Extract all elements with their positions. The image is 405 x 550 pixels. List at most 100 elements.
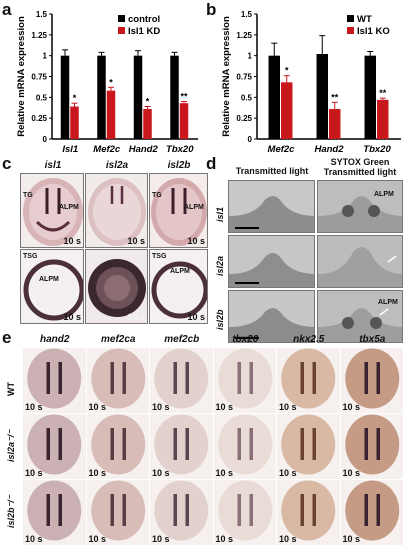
panel-e-col-tbx20: tbx20 xyxy=(232,334,259,345)
y-tick-label: 1.25 xyxy=(236,31,252,40)
embryo-image-mef2ca-row1: 10 s xyxy=(86,348,149,413)
stage-label: 10 s xyxy=(127,236,145,246)
panel-e-row-label: isl2b⁻/⁻ xyxy=(6,495,16,528)
embryo-image-tbx5a-row3: 10 s xyxy=(340,480,403,545)
panel-e-row-label: isl2a⁻/⁻ xyxy=(6,429,16,462)
legend-swatch xyxy=(347,27,354,34)
y-tick-label: 1 xyxy=(248,52,253,61)
label-alpm: ALPM xyxy=(170,268,190,275)
embryo-image-mef2cb-row3: 10 s xyxy=(150,480,213,545)
legend-swatch xyxy=(118,15,125,22)
y-tick-label: 1.25 xyxy=(31,31,47,40)
category-label: Mef2c xyxy=(93,144,121,155)
embryo-image-tbx20-row1: 10 s xyxy=(213,348,276,413)
stage-label: 10 s xyxy=(152,468,170,478)
significance-mark: ** xyxy=(379,88,387,98)
label-alpm: ALPM xyxy=(378,299,398,306)
stage-label: 10 s xyxy=(342,468,361,478)
micrograph-isl2b-sytox: ALPM xyxy=(317,290,403,343)
stage-label: 10 s xyxy=(63,236,81,246)
legend-label: Isl1 KD xyxy=(128,26,160,37)
significance-mark: ** xyxy=(180,92,188,102)
panel-e-col-nkx25: nkx2.5 xyxy=(293,334,325,345)
embryo-image-mef2ca-row2: 10 s xyxy=(86,414,149,479)
micrograph-isl2a-sytox xyxy=(317,235,403,288)
stage-label: 10 s xyxy=(187,236,205,246)
y-tick-label: 1 xyxy=(43,52,48,61)
stage-label: 10 s xyxy=(88,534,107,544)
panel-c-col-isl1: isl1 xyxy=(44,160,62,171)
stage-label: 10 s xyxy=(187,312,205,322)
stage-label: 10 s xyxy=(25,402,43,412)
embryo-image-nkx25-row2: 10 s xyxy=(277,414,340,479)
stage-label: 10 s xyxy=(25,534,43,544)
bar-chart-a: 0 0.25 0.5 0.75 1 1.25 1.5 Relative mRNA expres… xyxy=(16,10,198,155)
y-tick-label: 0.75 xyxy=(236,73,252,82)
stage-label: 10 s xyxy=(152,402,170,412)
category-label: Hand2 xyxy=(129,144,159,155)
embryo-image-mef2ca-row3: 10 s xyxy=(86,480,149,545)
embryo-image-isl1-lateral: TSG ALPM 10 s xyxy=(20,249,84,324)
category-label: Mef2c xyxy=(268,144,296,155)
bar-isl1-kd xyxy=(179,103,189,139)
embryo-image-tbx20-row3: 10 s xyxy=(213,480,276,545)
category-label: Isl1 xyxy=(62,144,78,155)
category-label: Tbx20 xyxy=(166,144,194,155)
legend-label: control xyxy=(128,14,160,25)
stage-label: 10 s xyxy=(63,312,81,322)
label-tsg: TSG xyxy=(152,253,167,260)
stage-label: 10 s xyxy=(152,534,170,544)
micrograph-isl2a-transmitted xyxy=(228,235,315,288)
embryo-image-tbx20-row2: 10 s xyxy=(213,414,276,479)
significance-mark: * xyxy=(73,93,77,103)
legend-swatch xyxy=(118,27,125,34)
embryo-image-hand2-row1: 10 s xyxy=(23,348,86,413)
bar-chart-b: 0 0.25 0.5 0.75 1 1.25 1.5 Relative mRNA expres… xyxy=(221,10,401,155)
stage-label: 10 s xyxy=(342,402,361,412)
significance-mark: * xyxy=(285,66,289,76)
panel-b-label: b xyxy=(206,0,217,19)
panel-c-col-isl2b: isl2b xyxy=(167,160,191,171)
bar-isl1-kd xyxy=(143,109,152,139)
stage-label: 10 s xyxy=(279,402,297,412)
label-alpm: ALPM xyxy=(184,204,204,211)
y-axis-label: Relative mRNA expression xyxy=(16,16,27,137)
y-tick-label: 1.5 xyxy=(36,10,48,19)
panel-e-col-hand2: hand2 xyxy=(40,334,70,345)
bar-control xyxy=(60,55,70,139)
significance-mark: * xyxy=(146,97,150,107)
panel-c-label: c xyxy=(2,154,12,173)
label-alpm: ALPM xyxy=(39,276,59,283)
label-tg: TG xyxy=(23,192,33,199)
panel-e-label: e xyxy=(2,328,12,347)
label-tsg: TSG xyxy=(23,253,38,260)
panel-e-col-tbx5a: tbx5a xyxy=(359,334,386,345)
y-tick-label: 0.5 xyxy=(241,93,253,102)
micrograph-isl2b-transmitted xyxy=(228,290,315,343)
panel-d-col1-title: Transmitted light xyxy=(235,166,309,176)
bar-control xyxy=(133,55,143,139)
label-tg: TG xyxy=(152,192,162,199)
bar-isl1-ko xyxy=(329,109,341,139)
micrograph-isl1-transmitted xyxy=(228,180,315,233)
legend-label: WT xyxy=(357,14,372,25)
y-tick-label: 0 xyxy=(248,135,253,144)
bar-control xyxy=(97,55,106,139)
y-tick-label: 0.25 xyxy=(236,114,252,123)
label-alpm: ALPM xyxy=(59,204,79,211)
y-tick-label: 1.5 xyxy=(241,10,253,19)
bar-wt xyxy=(364,55,376,139)
stage-label: 10 s xyxy=(342,534,361,544)
panel-e-col-mef2cb: mef2cb xyxy=(164,334,200,345)
embryo-image-mef2cb-row1: 10 s xyxy=(150,348,213,413)
embryo-image-isl2b-dorsal: TG ALPM 10 s xyxy=(149,173,208,248)
category-label: Hand2 xyxy=(314,144,344,155)
embryo-image-mef2cb-row2: 10 s xyxy=(150,414,213,479)
stage-label: 10 s xyxy=(279,468,297,478)
stage-label: 10 s xyxy=(127,312,145,322)
micrograph-isl1-sytox: ALPM xyxy=(317,180,403,233)
embryo-image-hand2-row2: 10 s xyxy=(23,414,86,479)
significance-mark: * xyxy=(109,77,113,87)
stage-label: 10 s xyxy=(25,468,43,478)
panel-c-col-isl2a: isl2a xyxy=(105,160,129,171)
